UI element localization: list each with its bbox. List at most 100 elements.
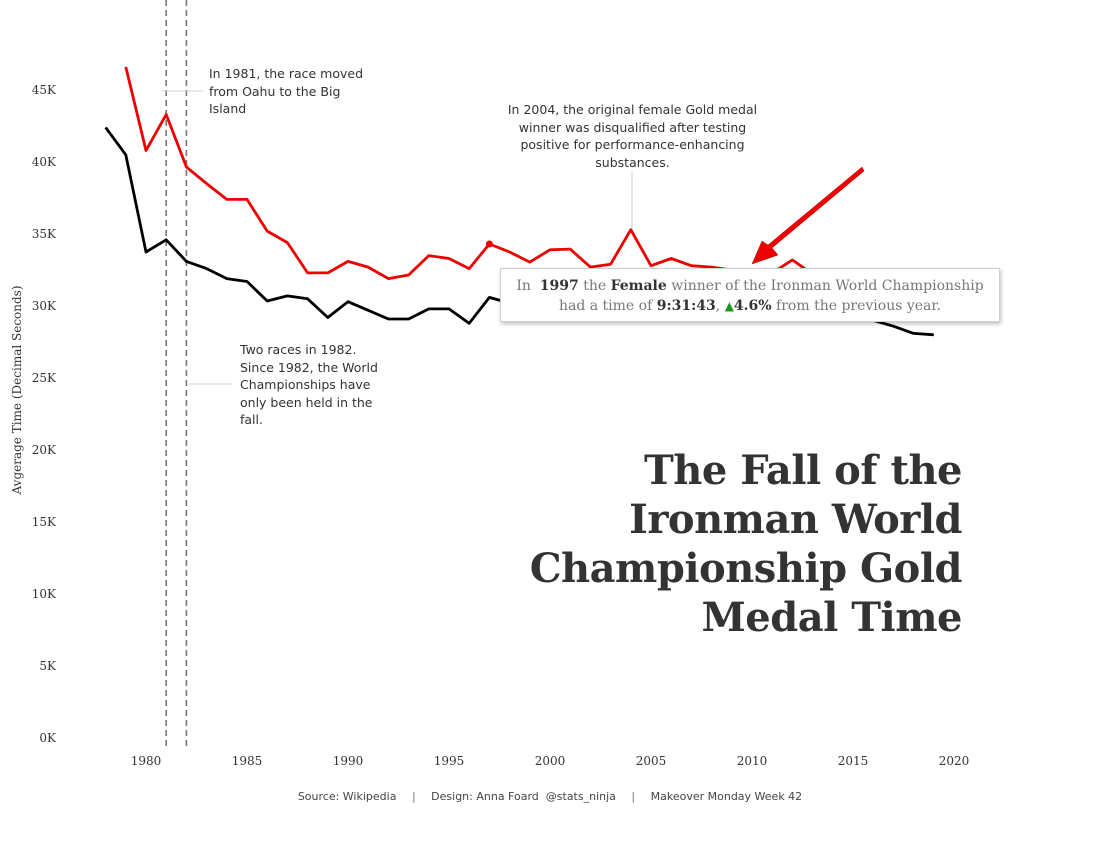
data-point-female[interactable] [327, 272, 329, 274]
tooltip-line2-rest: from the previous year. [776, 298, 942, 314]
x-tick-label: 1995 [434, 754, 465, 768]
title-line-3: Championship Gold [529, 545, 963, 592]
y-tick-label: 30K [32, 299, 57, 313]
x-axis: 1980 1985 1990 1995 2000 2005 2010 2015 2020 [131, 754, 970, 768]
annotation-disqualified: In 2004, the original female Gold medal … [507, 102, 758, 170]
data-point-male[interactable] [448, 308, 450, 310]
footer: Source: Wikipedia | Design: Anna Foard @… [0, 790, 1100, 803]
data-point-male[interactable] [145, 251, 147, 253]
data-point-male[interactable] [913, 332, 915, 334]
data-point-female[interactable] [206, 183, 208, 185]
reference-lines [165, 0, 188, 748]
data-point-female[interactable] [448, 257, 450, 259]
y-tick-label: 40K [32, 155, 57, 169]
series-line-female[interactable] [124, 66, 934, 291]
tooltip-change: 4.6% [733, 298, 772, 314]
tooltip-line-2: had a time of 9:31:43, ▲4.6% from the pr… [501, 296, 999, 316]
y-tick-label: 25K [32, 371, 57, 385]
data-point-female[interactable] [690, 265, 692, 267]
data-point-male[interactable] [892, 325, 894, 327]
data-point-male[interactable] [307, 298, 309, 300]
data-point-male[interactable] [105, 126, 107, 128]
data-point-female[interactable] [650, 265, 652, 267]
data-point-female[interactable] [185, 166, 187, 168]
data-point-male[interactable] [347, 301, 349, 303]
tooltip-the: the [583, 278, 607, 294]
data-point-female[interactable] [468, 268, 470, 270]
data-point-male[interactable] [185, 260, 187, 262]
data-point-male[interactable] [206, 268, 208, 270]
data-point-male[interactable] [367, 309, 369, 311]
x-tick-label: 2015 [838, 754, 869, 768]
data-point-female[interactable] [569, 248, 571, 250]
data-point-female[interactable] [307, 272, 309, 274]
x-tick-label: 2000 [535, 754, 566, 768]
footer-separator: | [631, 790, 636, 803]
chart-title: The Fall of the Ironman World Championsh… [502, 446, 963, 642]
data-point-male[interactable] [286, 295, 288, 297]
data-point-female[interactable] [286, 242, 288, 244]
data-point-male[interactable] [266, 300, 268, 302]
data-point-male[interactable] [226, 278, 228, 280]
y-tick-label: 20K [32, 443, 57, 457]
y-tick-label: 35K [32, 227, 57, 241]
tooltip: In 1997 the Female winner of the Ironman… [500, 268, 1000, 322]
data-point-female[interactable] [529, 261, 531, 263]
data-point-male[interactable] [125, 154, 127, 156]
data-point-male[interactable] [387, 318, 389, 320]
tooltip-gender: Female [610, 278, 667, 294]
data-point-female[interactable] [428, 255, 430, 257]
annotation-race-moved: In 1981, the race moved from Oahu to the… [209, 66, 364, 116]
tooltip-comma: , [715, 298, 721, 314]
data-point-female[interactable] [670, 257, 672, 259]
title-line-2: Ironman World [629, 496, 962, 543]
data-point-female[interactable] [367, 266, 369, 268]
title-line-4: Medal Time [701, 594, 963, 641]
y-axis-label: Avgerage Time (Decimal Seconds) [10, 285, 24, 495]
tooltip-time: 9:31:43 [656, 298, 716, 314]
data-point-male[interactable] [327, 317, 329, 319]
tooltip-year: 1997 [539, 278, 579, 294]
data-point-female[interactable] [226, 198, 228, 200]
y-tick-label: 15K [32, 515, 57, 529]
data-point-female[interactable] [165, 113, 167, 115]
footer-event: Makeover Monday Week 42 [650, 790, 803, 803]
data-point-male[interactable] [933, 334, 935, 336]
data-point-female[interactable] [125, 66, 127, 68]
tooltip-prefix: In [516, 278, 531, 294]
title-line-1: The Fall of the [644, 447, 963, 494]
data-point-male[interactable] [468, 322, 470, 324]
x-tick-label: 1990 [333, 754, 364, 768]
highlighted-data-point[interactable] [485, 240, 493, 248]
data-point-male[interactable] [428, 308, 430, 310]
up-triangle-icon: ▲ [724, 299, 734, 313]
x-tick-label: 2005 [636, 754, 667, 768]
tooltip-line1-rest: winner of the Ironman World Championship [671, 278, 984, 294]
footer-separator: | [411, 790, 416, 803]
tooltip-line2-prefix: had a time of [558, 298, 653, 314]
footer-design: Design: Anna Foard @stats_ninja [431, 790, 616, 803]
data-point-male[interactable] [165, 239, 167, 241]
data-point-male[interactable] [408, 318, 410, 320]
data-point-female[interactable] [145, 149, 147, 151]
x-tick-label: 1980 [131, 754, 162, 768]
data-point-female[interactable] [347, 260, 349, 262]
x-tick-label: 2020 [939, 754, 970, 768]
data-point-female[interactable] [630, 229, 632, 231]
data-point-female[interactable] [549, 249, 551, 251]
x-tick-label: 1985 [232, 754, 263, 768]
y-tick-label: 10K [32, 587, 57, 601]
tooltip-line-1: In 1997 the Female winner of the Ironman… [501, 276, 999, 296]
x-tick-label: 2010 [737, 754, 768, 768]
data-point-female[interactable] [387, 278, 389, 280]
data-point-female[interactable] [791, 259, 793, 261]
data-point-female[interactable] [266, 230, 268, 232]
data-point-female[interactable] [509, 251, 511, 253]
data-point-male[interactable] [246, 281, 248, 283]
data-point-female[interactable] [408, 274, 410, 276]
data-point-female[interactable] [610, 263, 612, 265]
data-point-female[interactable] [246, 198, 248, 200]
data-point-male[interactable] [488, 296, 490, 298]
footer-source: Source: Wikipedia [297, 790, 397, 803]
y-tick-label: 45K [32, 83, 57, 97]
